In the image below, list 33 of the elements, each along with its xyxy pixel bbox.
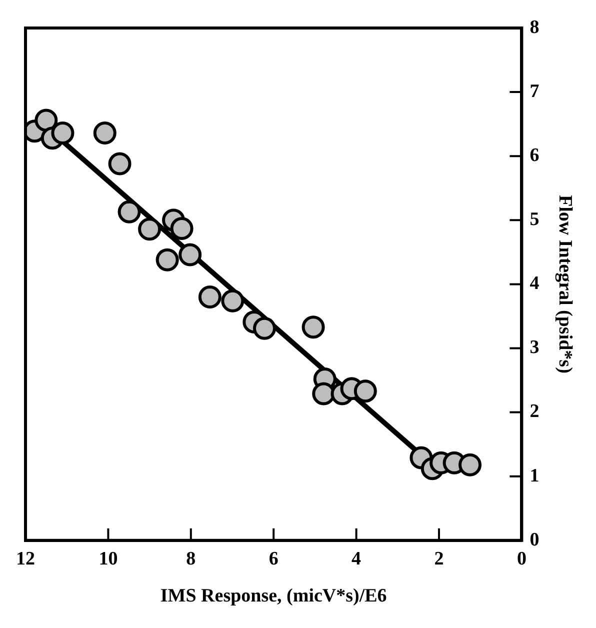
y2-tick-label: 8 <box>530 16 540 38</box>
point <box>221 289 244 312</box>
y2-axis-title: Flow Integral (psid*s) <box>554 194 576 374</box>
y2-tick-label: 3 <box>530 337 540 358</box>
point <box>170 216 194 240</box>
point <box>138 218 162 241</box>
y2-tick-label: 6 <box>530 145 540 166</box>
y2-tick-label: 7 <box>530 80 540 102</box>
point <box>178 243 202 266</box>
x-tick-label: 4 <box>352 548 362 570</box>
x-axis-title: IMS Response, (micV*s)/E6 <box>160 586 387 607</box>
x-tick-label: 2 <box>434 548 444 570</box>
point <box>458 453 482 476</box>
point <box>118 200 141 224</box>
point <box>354 380 377 403</box>
y2-tick-label: 5 <box>530 209 540 230</box>
point <box>198 286 222 309</box>
point <box>108 152 132 176</box>
x-tick-label: 10 <box>98 548 118 570</box>
y2-tick-label: 0 <box>530 529 540 550</box>
point <box>93 122 116 145</box>
point <box>302 316 325 339</box>
point <box>156 248 179 272</box>
point <box>51 122 74 145</box>
x-tick-label: 0 <box>516 548 526 570</box>
point <box>34 108 58 132</box>
y2-tick-label: 2 <box>530 401 540 422</box>
y2-tick-label: 4 <box>530 273 540 294</box>
x-tick-label: 6 <box>268 548 278 570</box>
x-tick-label: 12 <box>16 548 35 570</box>
x-tick-label: 8 <box>186 548 196 570</box>
point <box>253 316 276 340</box>
y2-tick-label: 1 <box>530 465 540 486</box>
